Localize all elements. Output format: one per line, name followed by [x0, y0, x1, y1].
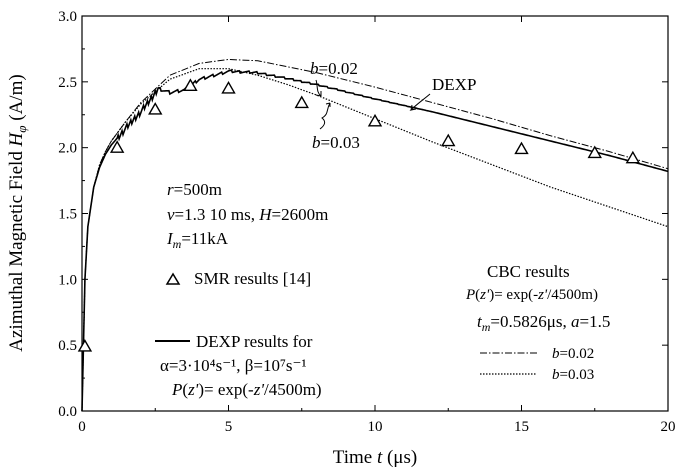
y-axis-ticks: 0.0 0.5 1.0 1.5 2.0 2.5 3.0 — [58, 9, 668, 420]
series-line-b-0-03 — [81, 68, 669, 412]
cbc-params: tm=0.5826μs, a=1.5 — [477, 312, 610, 334]
x-tick-label: 5 — [225, 419, 233, 435]
smr-point — [441, 133, 456, 147]
smr-point — [625, 150, 641, 164]
arrow-dexp — [409, 93, 431, 111]
arrow-b002 — [315, 79, 322, 97]
smr-point — [77, 339, 93, 352]
y-tick-label: 3.0 — [58, 9, 77, 25]
param-im: Im=11kA — [166, 229, 229, 251]
smr-point — [367, 113, 383, 127]
cbc-title: CBC results — [487, 262, 570, 281]
series-line-dexp — [81, 69, 669, 412]
param-r: r=500m — [167, 180, 222, 199]
param-v: v=1.3 10 ms, H=2600m — [167, 205, 328, 224]
smr-point — [514, 141, 529, 155]
label-b002: b=0.02 — [310, 59, 358, 78]
y-axis-title: Azimuthal Magnetic Field Hφ (A/m) — [6, 74, 29, 351]
smr-point — [109, 140, 125, 153]
y-tick-label: 0.5 — [58, 338, 77, 354]
smr-markers — [77, 78, 641, 352]
smr-point — [294, 95, 309, 109]
smr-point — [587, 145, 602, 159]
x-tick-label: 15 — [514, 419, 529, 435]
x-tick-label: 10 — [368, 419, 383, 435]
x-tick-label: 20 — [661, 419, 676, 435]
smr-legend-label: SMR results [14] — [194, 269, 311, 288]
x-tick-label: 0 — [78, 419, 86, 435]
x-axis-ticks: 0 5 10 15 20 — [78, 16, 676, 435]
smr-legend-marker — [165, 272, 181, 285]
smr-point — [183, 78, 198, 91]
label-b003: b=0.03 — [312, 133, 360, 152]
y-tick-label: 0.0 — [58, 404, 77, 420]
dexp-legend-title: DEXP results for — [196, 332, 313, 351]
cbc-pz: P(z')= exp(-z'/4500m) — [465, 287, 598, 303]
series-layer — [81, 58, 669, 412]
x-axis-title: Time t (μs) — [333, 447, 417, 468]
smr-point — [221, 81, 236, 94]
label-dexp: DEXP — [432, 75, 476, 94]
legend-label-b003: b=0.03 — [552, 367, 594, 383]
arrowhead-b002 — [315, 91, 322, 97]
y-tick-label: 2.0 — [58, 141, 77, 157]
dexp-legend-pz: P(z')= exp(-z'/4500m) — [171, 380, 322, 399]
y-tick-label: 1.5 — [58, 207, 77, 223]
y-tick-label: 1.0 — [58, 272, 77, 288]
arrow-b003 — [319, 102, 331, 130]
y-tick-label: 2.5 — [58, 75, 77, 91]
smr-point — [148, 102, 163, 115]
dexp-legend-params: α=3·10⁴s⁻¹, β=10⁷s⁻¹ — [160, 356, 307, 375]
legend-label-b002: b=0.02 — [552, 346, 594, 362]
